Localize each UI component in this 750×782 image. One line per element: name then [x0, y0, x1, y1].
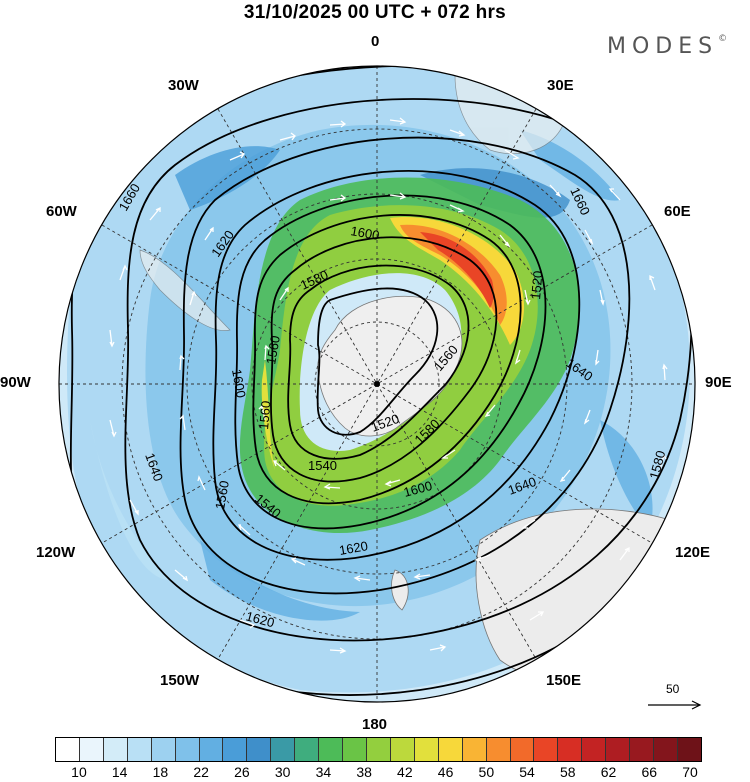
lon-label-60w: 60W — [46, 203, 77, 220]
colorbar-swatch — [343, 738, 367, 761]
contour-label: 1560 — [256, 400, 273, 430]
lon-label-90e: 90E — [705, 374, 732, 391]
map-border — [58, 65, 696, 703]
contour-label: 1600 — [229, 368, 249, 399]
forecast-title: 31/10/2025 00 UTC + 072 hrs — [243, 2, 507, 23]
colorbar-tick-label: 14 — [111, 764, 128, 780]
new-zealand-landmass — [391, 569, 409, 611]
contour-label: 1620 — [338, 538, 369, 558]
colorbar-swatch — [606, 738, 631, 761]
wind-vectors — [109, 117, 668, 654]
colorbar-swatch — [630, 738, 655, 761]
contour-label: 1600 — [349, 223, 380, 243]
wind-speed-colorbar — [55, 737, 702, 762]
contour-label: 1580 — [646, 449, 668, 481]
colorbar-swatch — [223, 738, 248, 761]
lon-label-30e: 30E — [547, 77, 574, 94]
modes-logo: MODES© — [607, 34, 727, 59]
colorbar-tick-label: 42 — [397, 764, 413, 780]
south-pole-marker — [374, 381, 380, 387]
polar-stereographic-map: 1660 1640 1620 1600 1580 1560 1540 1520 … — [58, 65, 702, 710]
colorbar-swatch — [199, 738, 224, 761]
colorbar-swatch — [366, 738, 391, 761]
colorbar-tick-label: 30 — [274, 764, 291, 780]
colorbar-swatch — [319, 738, 344, 761]
contour-label: 1560 — [263, 334, 283, 365]
colorbar-swatch — [486, 738, 511, 761]
colorbar-tick-label: 58 — [560, 764, 576, 780]
lon-label-30w: 30W — [168, 77, 199, 94]
contour-label: 1600 — [402, 478, 434, 500]
australia-landmass — [475, 508, 688, 682]
contour-label: 1540 — [308, 458, 337, 473]
contour-label: 1620 — [244, 608, 276, 630]
colorbar-tick-label: 70 — [682, 764, 698, 780]
lon-label-120w: 120W — [36, 544, 76, 561]
colorbar-swatch — [390, 738, 415, 761]
colorbar-tick-label: 22 — [193, 764, 209, 780]
vector-scale-label: 50 — [666, 682, 680, 696]
colorbar-swatch — [414, 738, 439, 761]
lon-label-150w: 150W — [160, 672, 200, 689]
colorbar-swatch — [127, 738, 152, 761]
lon-label-180: 180 — [362, 716, 388, 733]
colorbar-swatch — [582, 738, 607, 761]
colorbar-swatch — [79, 738, 104, 761]
colorbar-swatch — [56, 738, 80, 761]
colorbar-swatch — [247, 738, 272, 761]
vector-scale-arrow — [648, 700, 702, 710]
colorbar-tick-label: 50 — [478, 764, 495, 780]
colorbar-swatch — [462, 738, 487, 761]
colorbar-swatch — [677, 738, 701, 761]
colorbar-tick-label: 26 — [234, 764, 250, 780]
copyright-mark: © — [718, 34, 728, 44]
lon-label-120e: 120E — [675, 544, 711, 561]
colorbar-swatch — [295, 738, 320, 761]
brand-text: MODES — [607, 34, 719, 59]
colorbar-tick-label: 46 — [437, 764, 454, 780]
contour-label: 1560 — [212, 479, 232, 510]
colorbar-swatch — [534, 738, 559, 761]
colorbar-tick-label: 34 — [315, 764, 332, 780]
colorbar-swatch — [103, 738, 128, 761]
lon-label-90w: 90W — [0, 374, 31, 391]
colorbar-tick-label: 54 — [519, 764, 535, 780]
colorbar-labels: 10 14 18 22 26 30 34 38 42 46 50 54 58 62 66 70 — [55, 764, 702, 782]
colorbar-swatch — [151, 738, 176, 761]
colorbar-swatch — [175, 738, 200, 761]
colorbar-tick-label: 38 — [356, 764, 372, 780]
colorbar-tick-label: 10 — [71, 764, 87, 780]
colorbar-swatch — [558, 738, 583, 761]
colorbar-tick-label: 62 — [600, 764, 617, 780]
lon-label-60e: 60E — [664, 203, 691, 220]
lon-label-150e: 150E — [546, 672, 582, 689]
colorbar-swatch — [271, 738, 296, 761]
lon-label-0: 0 — [371, 33, 380, 50]
map-disk — [59, 66, 695, 702]
colorbar-swatch — [510, 738, 535, 761]
contour-label: 1520 — [528, 270, 545, 300]
colorbar-tick-label: 66 — [641, 764, 658, 780]
colorbar-swatch — [438, 738, 463, 761]
colorbar-swatch — [654, 738, 678, 761]
colorbar-tick-label: 18 — [152, 764, 169, 780]
